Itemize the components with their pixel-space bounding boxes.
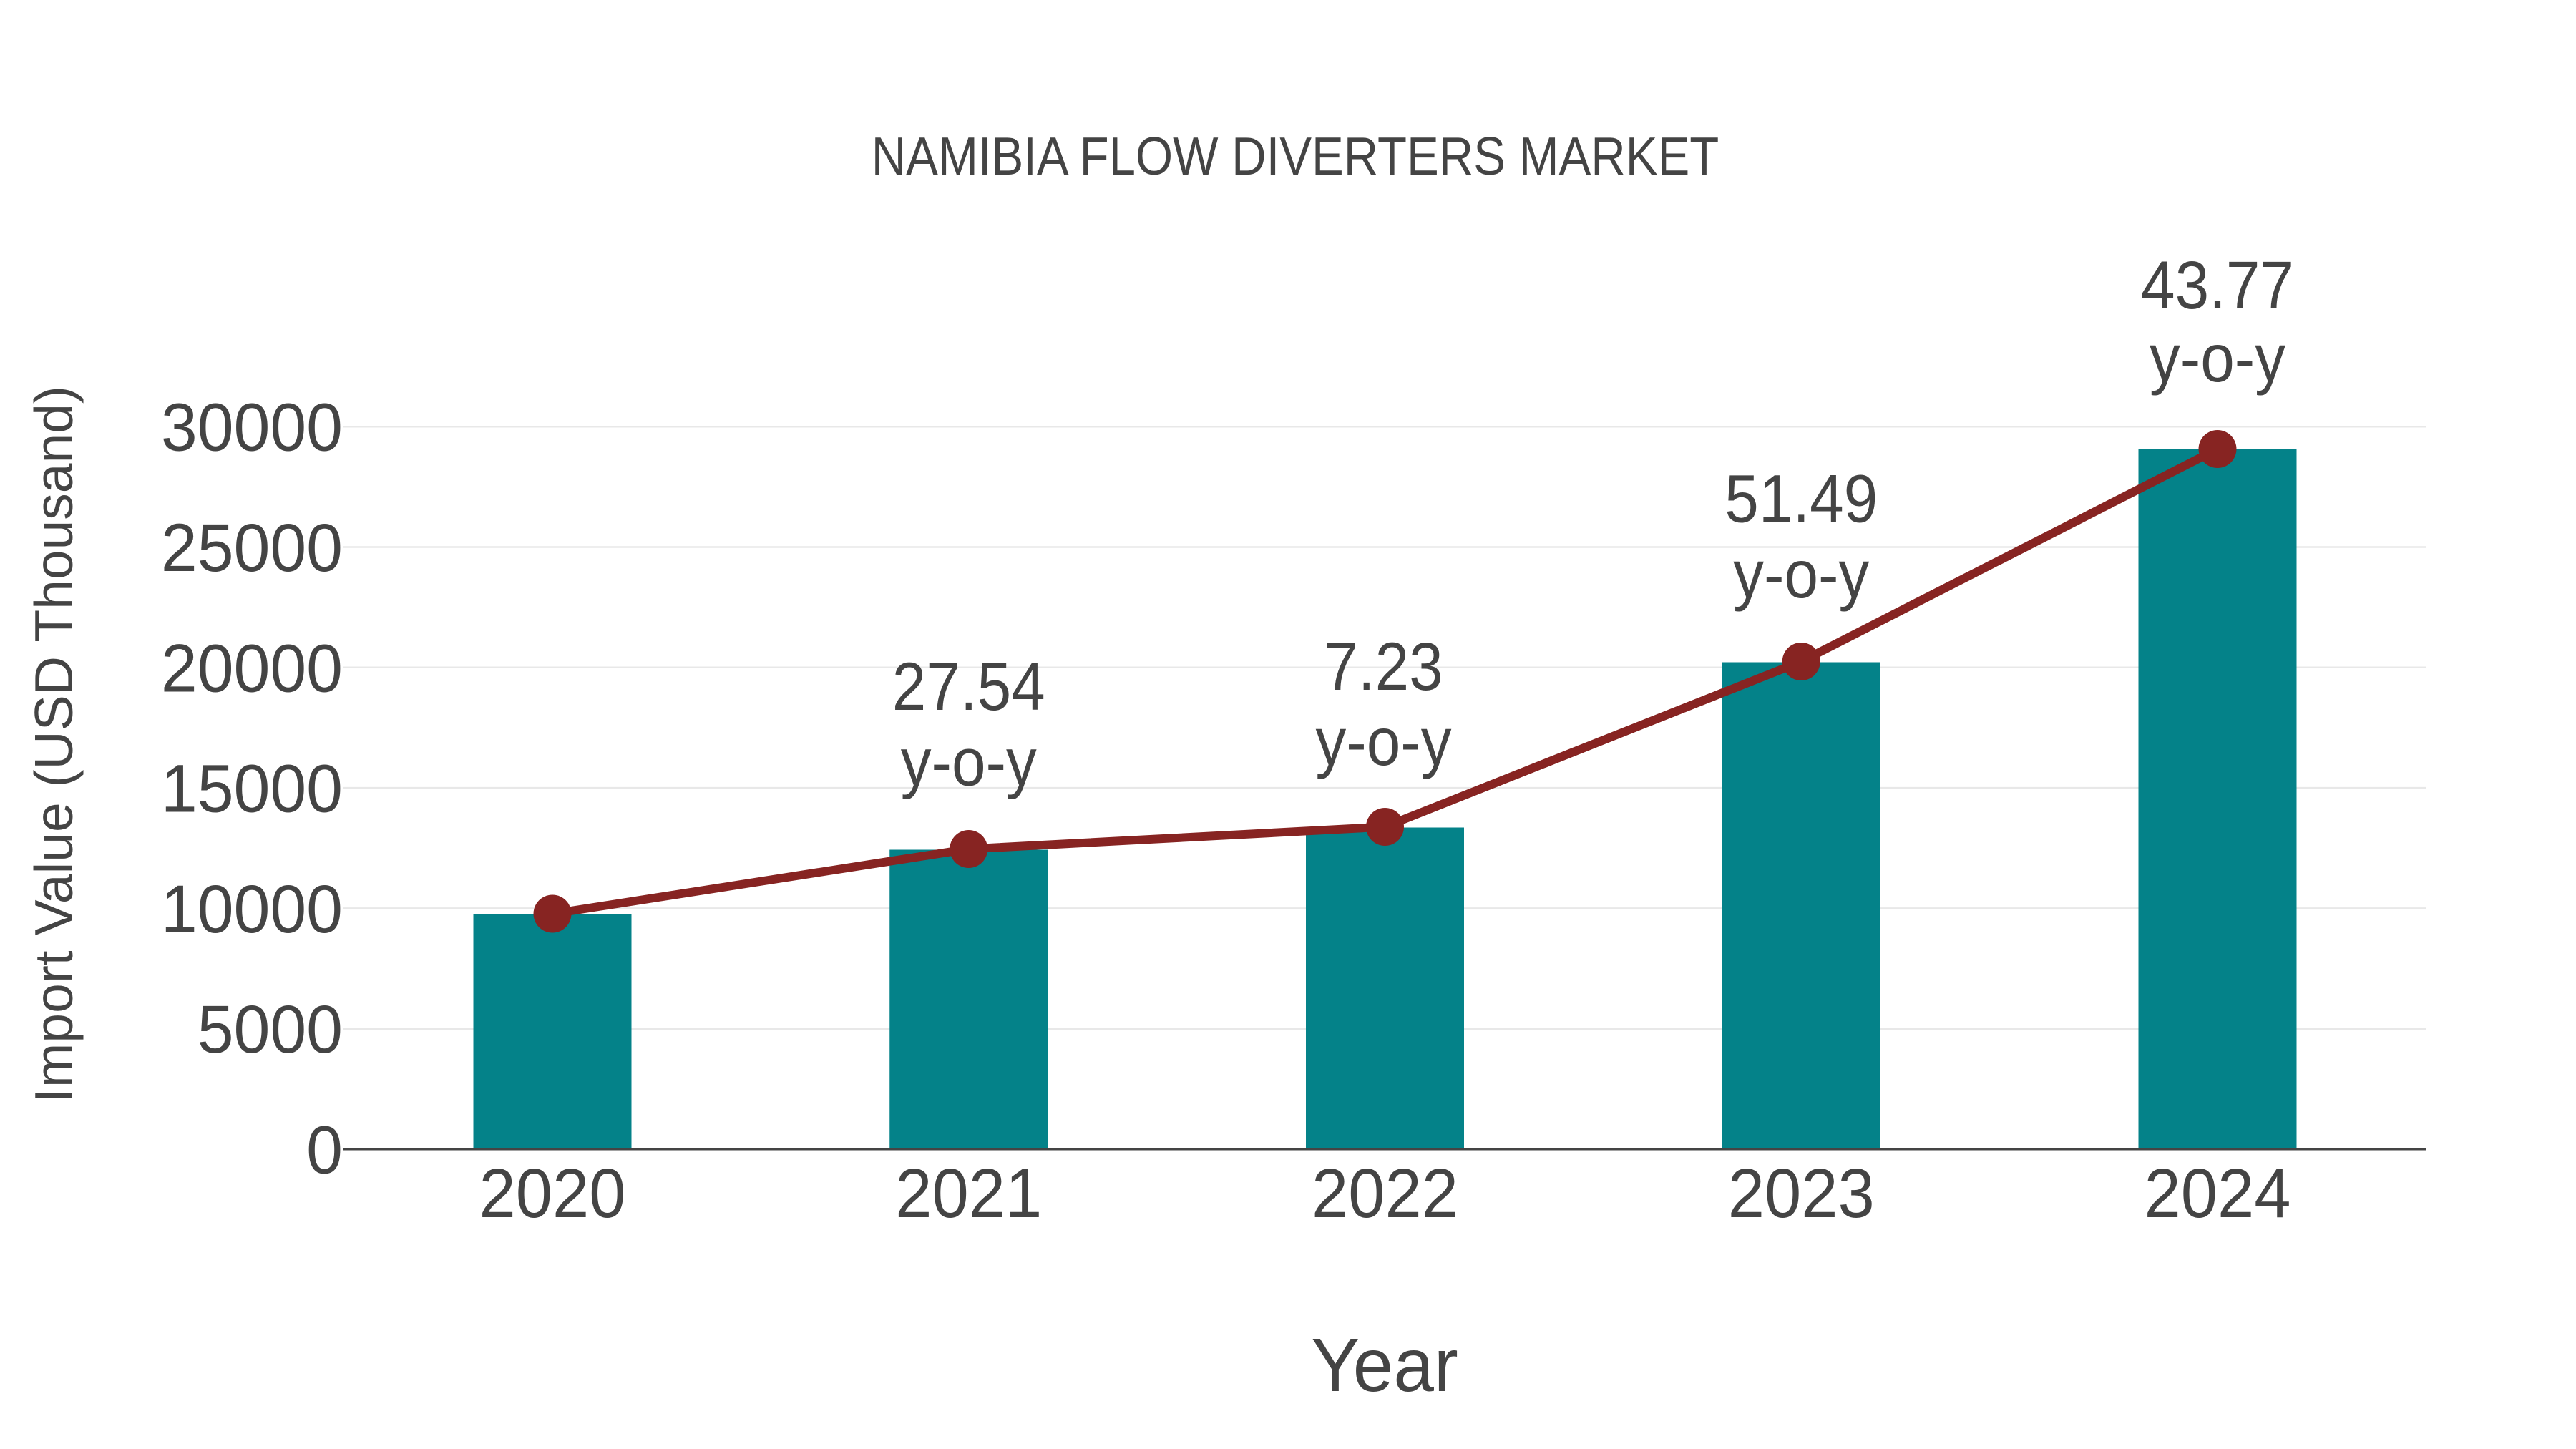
svg-text:5000: 5000 [197, 992, 343, 1068]
svg-text:y-o-y: y-o-y [1733, 537, 1869, 613]
svg-text:y-o-y: y-o-y [1316, 704, 1452, 780]
svg-text:2024: 2024 [2145, 1155, 2291, 1233]
svg-text:Import Value (USD Thousand): Import Value (USD Thousand) [24, 386, 84, 1103]
svg-text:Year: Year [1311, 1323, 1458, 1407]
svg-text:10000: 10000 [161, 871, 343, 947]
svg-text:20000: 20000 [161, 630, 343, 706]
svg-text:51.49: 51.49 [1724, 461, 1878, 537]
svg-text:27.54: 27.54 [892, 649, 1045, 725]
svg-text:2021: 2021 [895, 1155, 1042, 1233]
svg-text:7.23: 7.23 [1324, 629, 1443, 705]
svg-text:2023: 2023 [1728, 1155, 1875, 1233]
svg-text:2022: 2022 [1312, 1155, 1458, 1233]
svg-text:15000: 15000 [161, 751, 343, 826]
svg-text:2020: 2020 [479, 1155, 626, 1233]
svg-text:NAMIBIA FLOW DIVERTERS MARKET: NAMIBIA FLOW DIVERTERS MARKET [872, 127, 1719, 187]
svg-text:30000: 30000 [161, 389, 343, 465]
svg-text:0: 0 [306, 1112, 343, 1188]
svg-text:y-o-y: y-o-y [901, 724, 1037, 800]
svg-text:25000: 25000 [161, 509, 343, 585]
svg-text:43.77: 43.77 [2141, 248, 2294, 323]
svg-text:y-o-y: y-o-y [2150, 321, 2285, 396]
